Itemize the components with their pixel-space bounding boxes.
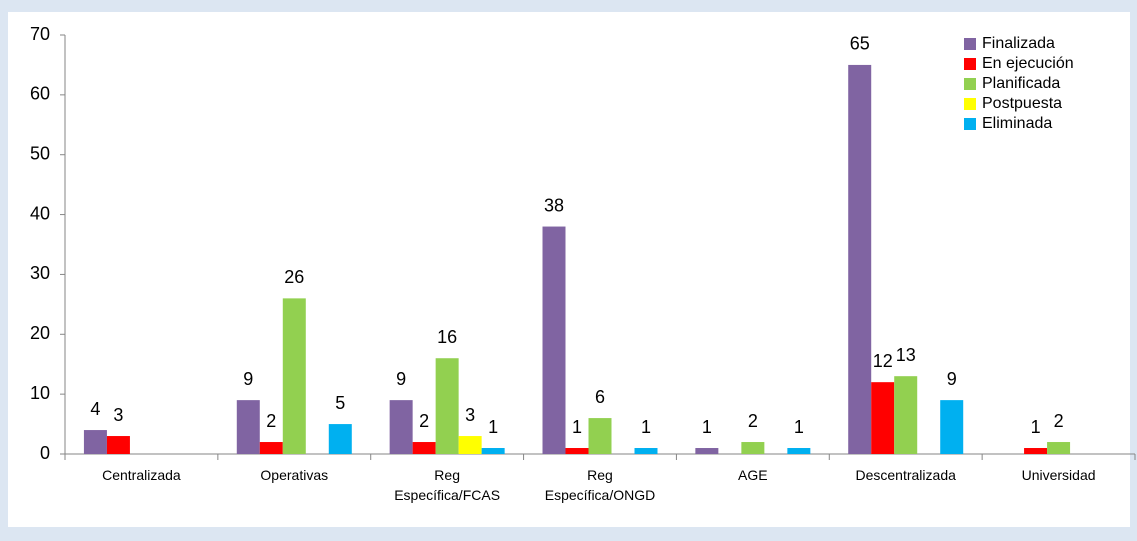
value-label: 2 bbox=[419, 411, 429, 431]
bar bbox=[588, 418, 612, 454]
bar bbox=[848, 64, 872, 454]
bar bbox=[236, 400, 260, 454]
value-label: 13 bbox=[896, 345, 916, 365]
bar bbox=[871, 382, 895, 454]
bar bbox=[106, 436, 130, 454]
legend-label: En ejecución bbox=[982, 55, 1074, 72]
legend-label: Finalizada bbox=[982, 35, 1055, 52]
bar bbox=[634, 448, 658, 454]
y-tick-label: 50 bbox=[30, 143, 50, 163]
bar bbox=[259, 442, 283, 454]
legend-label: Postpuesta bbox=[982, 95, 1062, 112]
bar bbox=[83, 430, 107, 454]
bar bbox=[695, 448, 719, 454]
bar bbox=[565, 448, 589, 454]
bar bbox=[940, 400, 964, 454]
value-label: 9 bbox=[243, 369, 253, 389]
value-label: 3 bbox=[465, 405, 475, 425]
legend-swatch bbox=[964, 118, 976, 130]
value-label: 2 bbox=[748, 411, 758, 431]
bar bbox=[282, 298, 306, 454]
value-label: 38 bbox=[544, 195, 564, 215]
value-label: 9 bbox=[947, 369, 957, 389]
y-tick-label: 20 bbox=[30, 323, 50, 343]
value-label: 1 bbox=[1031, 417, 1041, 437]
value-label: 12 bbox=[873, 351, 893, 371]
value-label: 2 bbox=[266, 411, 276, 431]
legend-swatch bbox=[964, 38, 976, 50]
bar bbox=[741, 442, 765, 454]
bar bbox=[458, 436, 482, 454]
value-label: 1 bbox=[702, 417, 712, 437]
value-label: 1 bbox=[488, 417, 498, 437]
x-tick-label: Universidad bbox=[1021, 467, 1096, 483]
value-label: 1 bbox=[641, 417, 651, 437]
legend-swatch bbox=[964, 78, 976, 90]
legend-swatch bbox=[964, 58, 976, 70]
value-label: 1 bbox=[794, 417, 804, 437]
y-tick-label: 30 bbox=[30, 263, 50, 283]
bar bbox=[1047, 442, 1071, 454]
x-tick-label: Centralizada bbox=[102, 467, 181, 483]
y-tick-label: 40 bbox=[30, 203, 50, 223]
value-label: 1 bbox=[572, 417, 582, 437]
value-label: 3 bbox=[113, 405, 123, 425]
value-label: 26 bbox=[284, 267, 304, 287]
bar bbox=[542, 226, 566, 454]
bar bbox=[1024, 448, 1048, 454]
legend-label: Eliminada bbox=[982, 115, 1052, 132]
value-label: 16 bbox=[437, 327, 457, 347]
x-tick-label: AGE bbox=[738, 467, 768, 483]
y-tick-label: 70 bbox=[30, 24, 50, 44]
value-label: 9 bbox=[396, 369, 406, 389]
value-label: 6 bbox=[595, 387, 605, 407]
legend-swatch bbox=[964, 98, 976, 110]
y-tick-label: 60 bbox=[30, 84, 50, 104]
x-tick-label: Descentralizada bbox=[855, 467, 956, 483]
value-label: 2 bbox=[1054, 411, 1064, 431]
y-tick-label: 10 bbox=[30, 383, 50, 403]
bar bbox=[481, 448, 505, 454]
bar bbox=[894, 376, 918, 454]
y-tick-label: 0 bbox=[40, 443, 50, 463]
x-tick-label: Reg Específica/FCAS bbox=[394, 467, 501, 503]
bar bbox=[435, 358, 459, 454]
bar bbox=[389, 400, 413, 454]
bar bbox=[328, 424, 352, 454]
bar bbox=[787, 448, 811, 454]
legend-label: Planificada bbox=[982, 75, 1060, 92]
x-tick-label: Operativas bbox=[260, 467, 329, 483]
value-label: 65 bbox=[850, 34, 870, 54]
x-tick-label: Reg Específica/ONGD bbox=[544, 467, 656, 503]
value-label: 4 bbox=[90, 399, 100, 419]
value-label: 5 bbox=[335, 393, 345, 413]
bar bbox=[412, 442, 436, 454]
